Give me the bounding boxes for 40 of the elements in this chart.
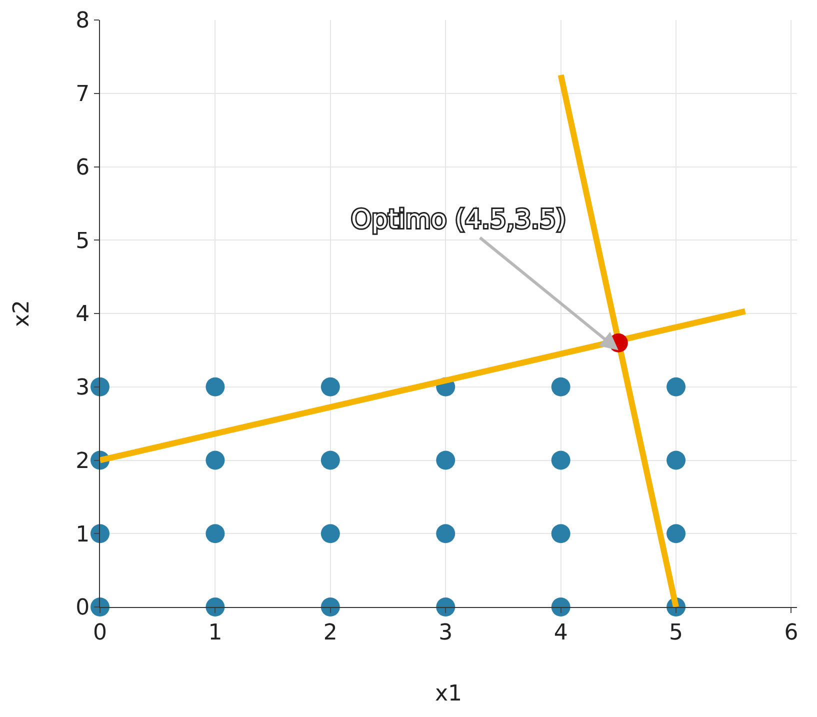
x-tick-label: 4 [554, 620, 568, 646]
point [436, 598, 456, 616]
point [436, 524, 456, 544]
point [551, 450, 570, 470]
point [320, 377, 340, 396]
point [666, 450, 686, 470]
x-tick-label: 6 [784, 620, 798, 646]
point [206, 598, 225, 616]
y-tick-label: 1 [76, 522, 90, 548]
point [320, 598, 340, 616]
annotation: Optimo (4.5,3.5) [351, 205, 566, 235]
point [666, 524, 686, 544]
y-tick-label: 4 [76, 302, 90, 328]
y-tick-label: 8 [76, 8, 90, 34]
x-tick-label: 5 [669, 620, 684, 646]
x-tick-label: 3 [438, 620, 453, 646]
point [90, 377, 110, 396]
y-tick-label: 3 [76, 376, 90, 401]
point [436, 450, 456, 470]
point [206, 524, 225, 544]
point [551, 377, 570, 396]
y-tick-label: 7 [76, 82, 90, 108]
y-tick-label: 5 [76, 228, 90, 254]
point [320, 450, 340, 470]
point [320, 524, 340, 544]
y-tick-label: 2 [76, 448, 90, 474]
point [666, 377, 686, 396]
y-tick-label: 6 [76, 155, 90, 180]
point [551, 524, 570, 544]
point [90, 598, 110, 616]
point [206, 377, 225, 396]
point [90, 524, 110, 544]
x-axis-title: x1 [434, 681, 462, 706]
x-tick-label: 2 [323, 620, 338, 646]
x-tick-label: 1 [208, 620, 222, 646]
y-axis-title: x2 [9, 300, 34, 328]
point [206, 450, 225, 470]
y-tick-label: 0 [76, 596, 90, 621]
point [551, 598, 570, 616]
x-tick-label: 0 [93, 620, 107, 646]
